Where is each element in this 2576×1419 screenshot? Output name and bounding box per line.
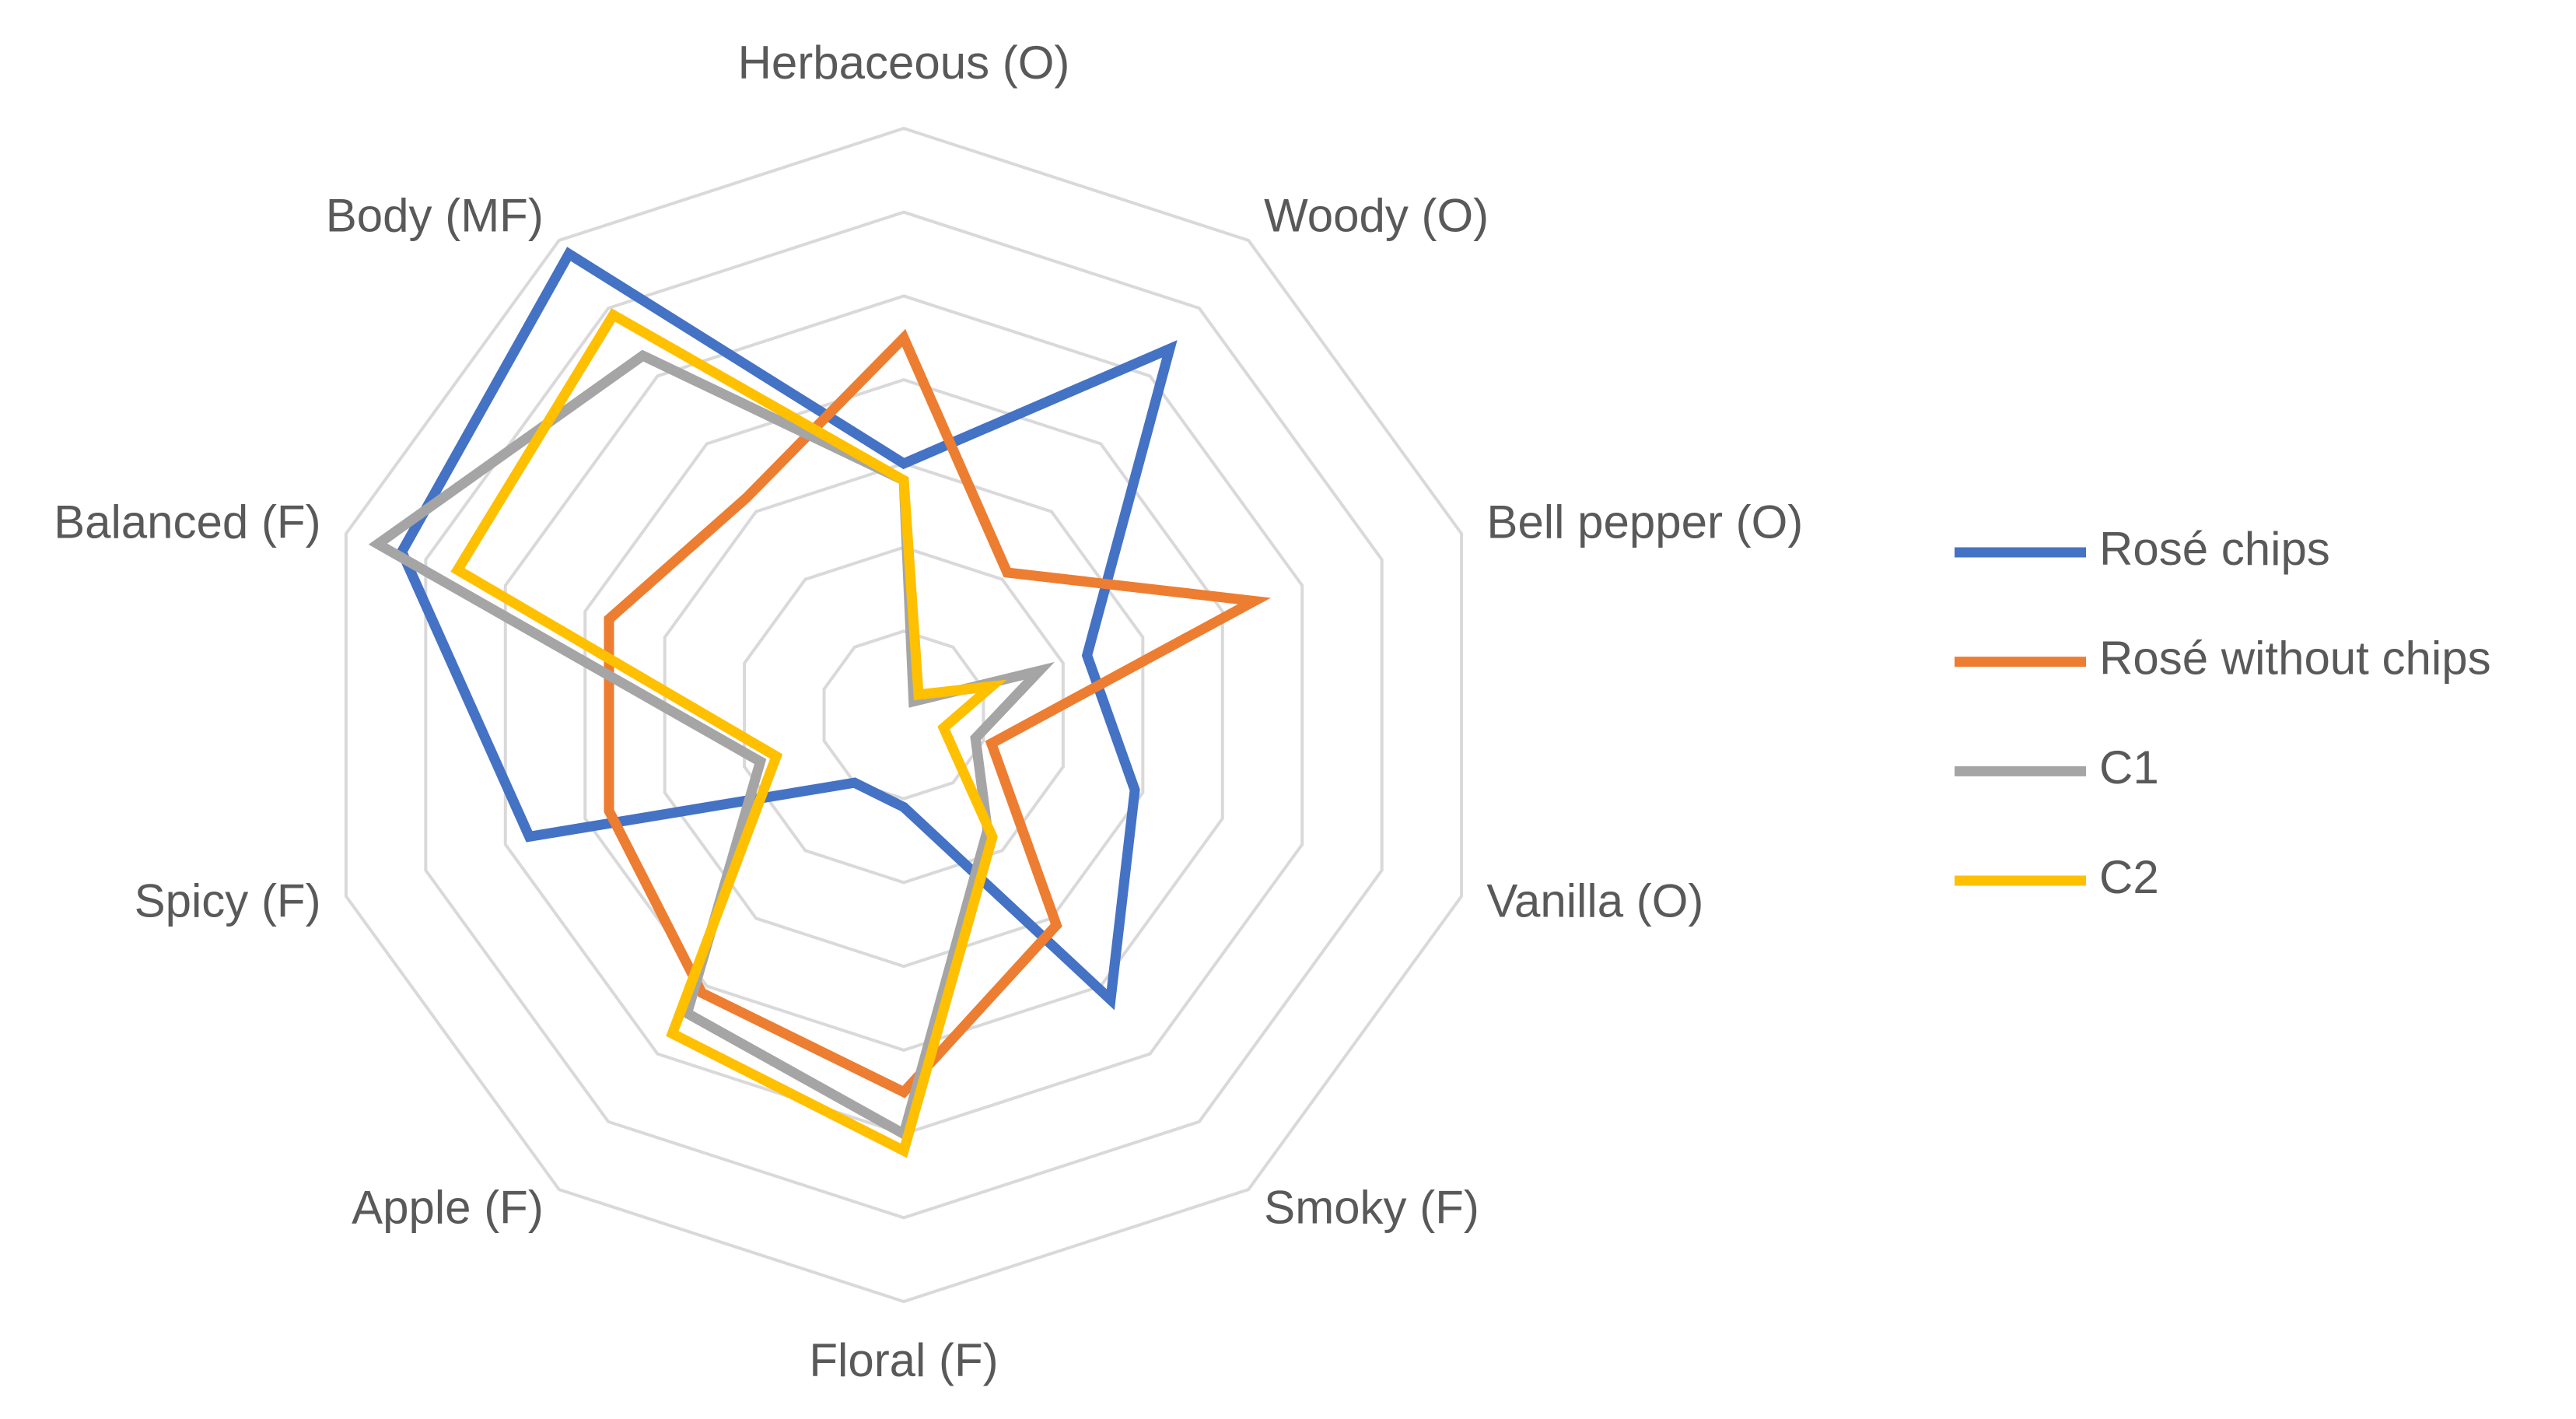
axis-label: Bell pepper (O) bbox=[1486, 496, 1803, 548]
axis-label: Body (MF) bbox=[326, 189, 544, 241]
grid-ring bbox=[822, 629, 985, 801]
grid-ring bbox=[503, 294, 1304, 1136]
legend-label: C1 bbox=[2099, 741, 2159, 794]
grid-ring bbox=[583, 378, 1224, 1052]
axis-label: Floral (F) bbox=[809, 1334, 998, 1386]
legend-label: Rosé chips bbox=[2099, 523, 2330, 575]
axis-label: Spicy (F) bbox=[135, 874, 321, 927]
series-line bbox=[604, 328, 1271, 1098]
axis-label: Balanced (F) bbox=[54, 496, 320, 548]
grid-ring bbox=[344, 126, 1464, 1304]
grid-ring bbox=[663, 461, 1145, 969]
series-line bbox=[396, 247, 1178, 1011]
grid-ring bbox=[424, 210, 1384, 1220]
axis-label: Vanilla (O) bbox=[1486, 874, 1703, 927]
grid-ring bbox=[743, 545, 1065, 885]
legend-label: C2 bbox=[2099, 851, 2159, 903]
axis-label: Smoky (F) bbox=[1264, 1181, 1479, 1233]
axis-label: Woody (O) bbox=[1264, 189, 1489, 241]
series-line bbox=[450, 308, 1007, 1158]
axis-label: Herbaceous (O) bbox=[738, 37, 1070, 89]
legend-label: Rosé without chips bbox=[2099, 632, 2491, 685]
axis-label: Apple (F) bbox=[352, 1181, 544, 1233]
